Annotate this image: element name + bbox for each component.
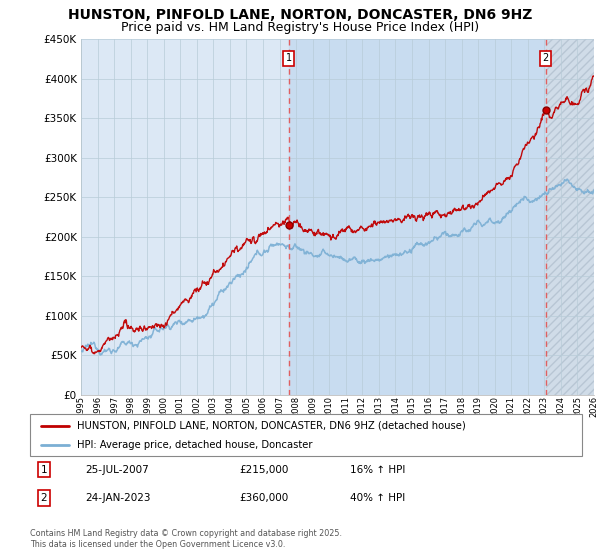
Text: 2: 2 <box>40 493 47 503</box>
Text: 2: 2 <box>542 53 548 63</box>
Bar <box>545 39 594 395</box>
Text: £215,000: £215,000 <box>240 465 289 475</box>
Text: Contains HM Land Registry data © Crown copyright and database right 2025.
This d: Contains HM Land Registry data © Crown c… <box>30 529 342 549</box>
FancyBboxPatch shape <box>30 414 582 456</box>
Text: 25-JUL-2007: 25-JUL-2007 <box>85 465 149 475</box>
Text: Price paid vs. HM Land Registry's House Price Index (HPI): Price paid vs. HM Land Registry's House … <box>121 21 479 34</box>
Text: 24-JAN-2023: 24-JAN-2023 <box>85 493 151 503</box>
Text: 40% ↑ HPI: 40% ↑ HPI <box>350 493 406 503</box>
Text: 1: 1 <box>286 53 292 63</box>
Text: HUNSTON, PINFOLD LANE, NORTON, DONCASTER, DN6 9HZ: HUNSTON, PINFOLD LANE, NORTON, DONCASTER… <box>68 8 532 22</box>
Text: 16% ↑ HPI: 16% ↑ HPI <box>350 465 406 475</box>
Bar <box>545 39 594 395</box>
Text: HPI: Average price, detached house, Doncaster: HPI: Average price, detached house, Donc… <box>77 440 313 450</box>
Text: HUNSTON, PINFOLD LANE, NORTON, DONCASTER, DN6 9HZ (detached house): HUNSTON, PINFOLD LANE, NORTON, DONCASTER… <box>77 421 466 431</box>
Text: £360,000: £360,000 <box>240 493 289 503</box>
Bar <box>289 39 545 395</box>
Text: 1: 1 <box>40 465 47 475</box>
